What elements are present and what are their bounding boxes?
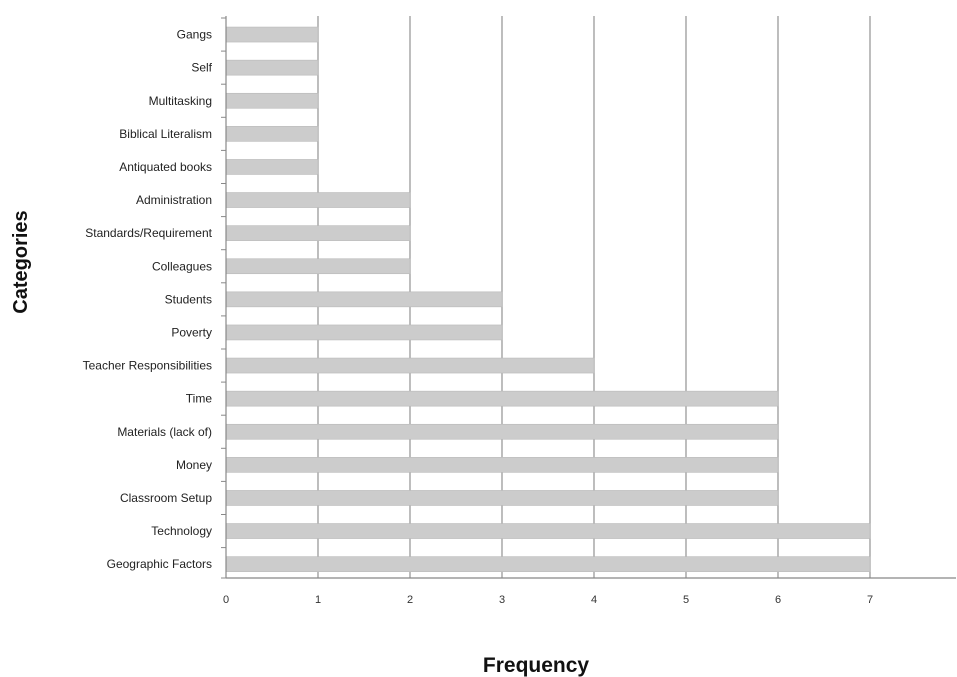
x-tick-labels: 0 1 2 3 4 5 6 7 (223, 594, 873, 606)
category-label: Geographic Factors (107, 557, 212, 571)
category-label: Biblical Literalism (119, 127, 212, 141)
x-tick-label: 5 (683, 594, 689, 606)
category-labels: Gangs Self Multitasking Biblical Literalism… (83, 28, 213, 572)
category-label: Money (176, 458, 212, 472)
bar-technology (225, 523, 871, 539)
category-label: Teacher Responsibilities (83, 359, 212, 373)
bar-self (225, 59, 319, 76)
category-label: Colleagues (152, 259, 212, 273)
bar-antiquated-books (225, 159, 319, 175)
bar-teacher-responsibilities (225, 357, 595, 374)
bar-materials-lack-of (225, 423, 779, 440)
bar-poverty (225, 324, 503, 341)
x-tick-label: 3 (499, 594, 505, 606)
bar-multitasking (225, 92, 319, 109)
bar-time (225, 390, 779, 407)
category-label: Self (191, 61, 212, 75)
x-tick-label: 4 (591, 594, 597, 606)
category-label: Classroom Setup (120, 491, 212, 505)
category-label: Gangs (177, 28, 212, 42)
category-label: Students (165, 292, 212, 306)
x-tick-label: 0 (223, 594, 229, 606)
bars (225, 26, 871, 572)
bar-standards-requirement (225, 225, 411, 241)
y-axis-title: Categories (10, 210, 32, 313)
category-label: Materials (lack of) (117, 425, 212, 439)
axes (221, 16, 956, 579)
bar-money (225, 457, 779, 473)
x-axis-title: Frequency (483, 654, 590, 677)
x-tick-label: 1 (315, 594, 321, 606)
x-tick-label: 2 (407, 594, 413, 606)
category-label: Antiquated books (119, 160, 212, 174)
category-label: Administration (136, 193, 212, 207)
bar-gangs (225, 26, 319, 43)
bar-biblical-literalism (225, 126, 319, 142)
bar-students (225, 291, 503, 308)
bar-administration (225, 192, 411, 208)
bar-colleagues (225, 258, 411, 275)
bar-classroom-setup (225, 490, 779, 506)
category-label: Technology (151, 524, 212, 538)
bar-geographic-factors (225, 556, 871, 572)
x-tick-label: 7 (867, 594, 873, 606)
category-label: Poverty (171, 325, 212, 339)
x-tick-label: 6 (775, 594, 781, 606)
category-label: Multitasking (149, 94, 212, 108)
category-label: Time (186, 392, 213, 406)
category-label: Standards/Requirement (85, 226, 212, 240)
